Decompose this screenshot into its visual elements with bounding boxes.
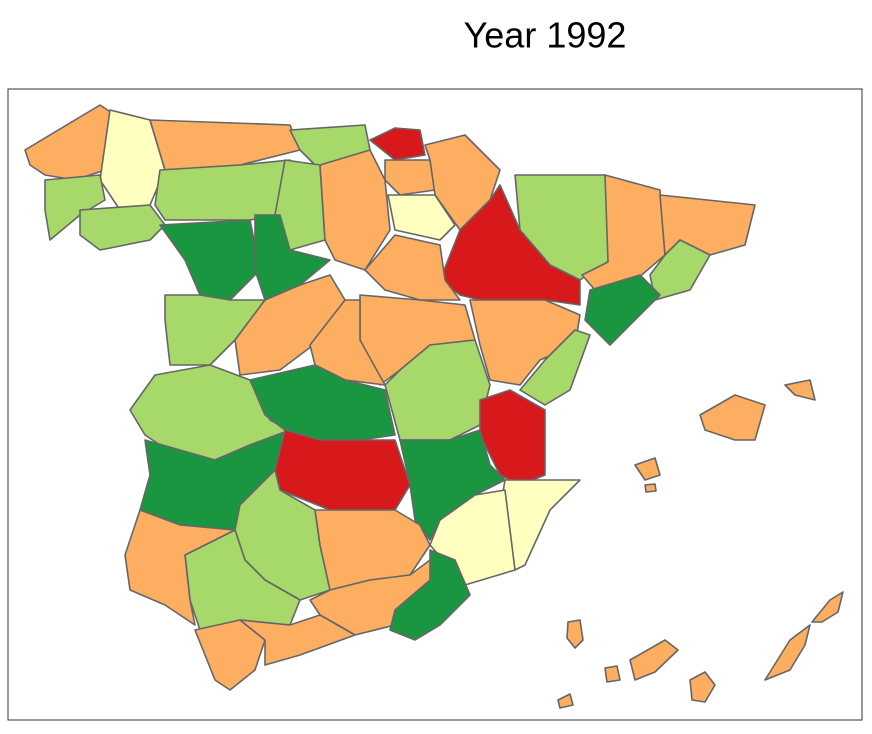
province [274,159,326,251]
island [629,639,679,681]
island [811,591,844,623]
island [764,624,811,681]
province [154,159,291,221]
province [254,214,331,301]
island [634,457,661,481]
province [649,239,711,301]
province [369,127,426,161]
province [249,364,396,441]
province [124,509,236,626]
province [159,219,261,301]
map-title: Year 1992 [464,15,627,56]
province [384,159,436,196]
province [469,299,581,386]
island [644,483,657,493]
province [387,194,456,241]
province [389,549,471,641]
province [239,614,356,666]
province [319,149,391,271]
province [584,274,661,346]
province [364,234,461,301]
island [557,693,574,709]
map-frame [7,88,863,721]
island [604,665,621,683]
island [566,619,584,649]
island [784,379,816,401]
province [184,529,301,631]
island [699,394,766,441]
province [519,329,591,406]
province [149,119,301,171]
provinces [24,104,844,709]
province [24,104,116,181]
island [689,671,716,703]
province [79,204,166,251]
